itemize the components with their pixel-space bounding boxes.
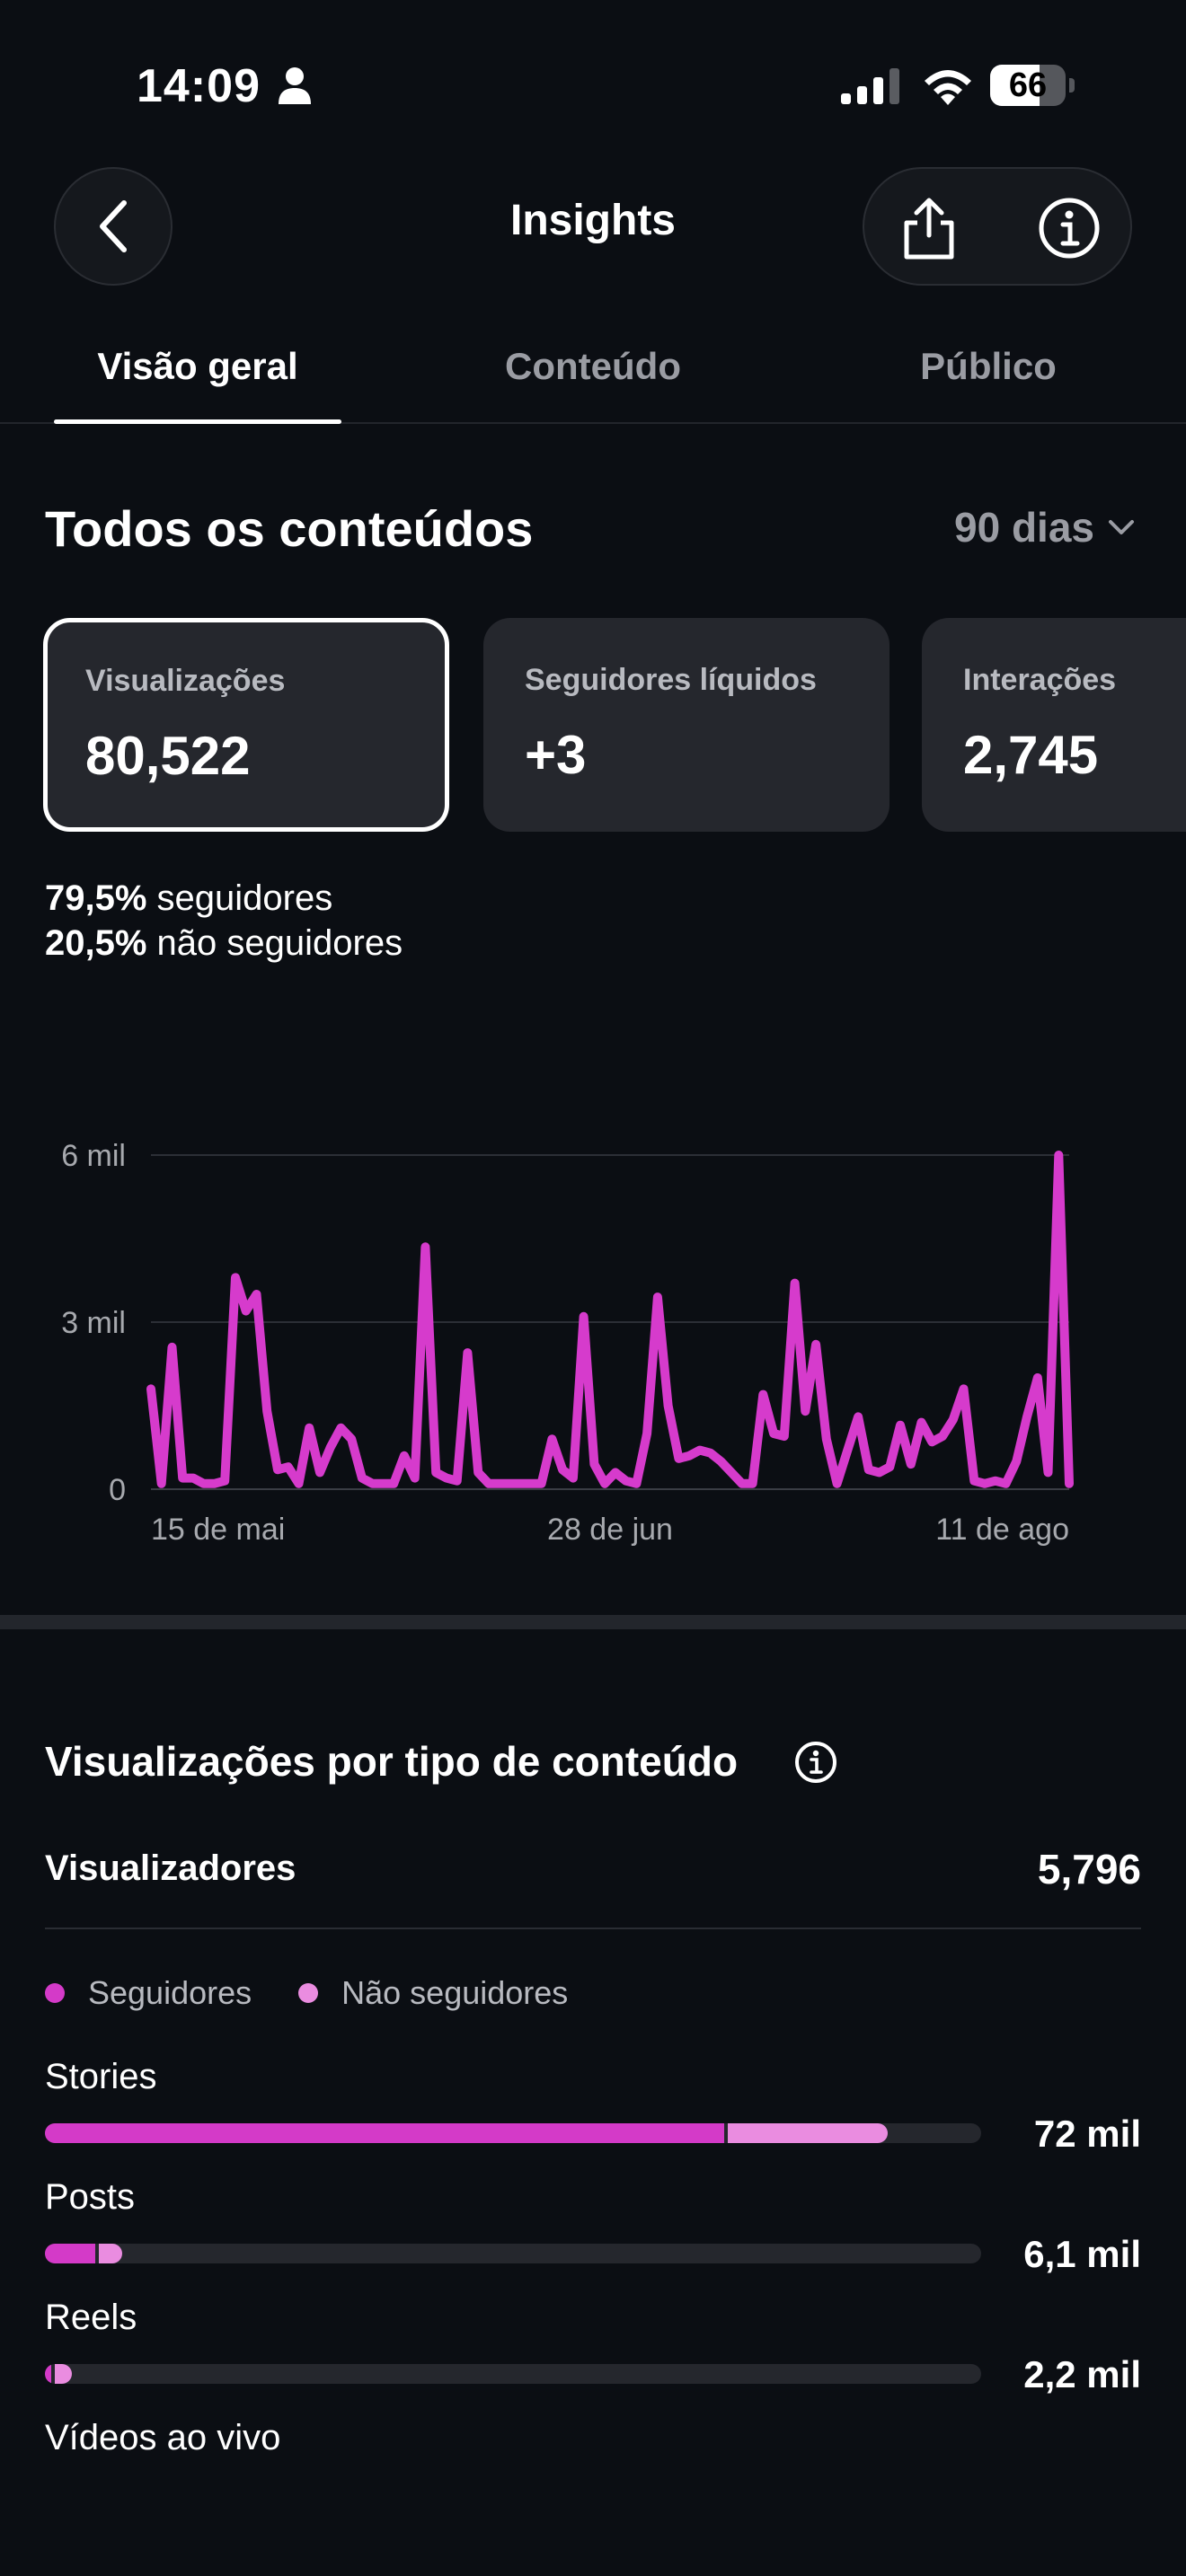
metric-card-value: 80,522	[85, 726, 251, 786]
content-row-bar-posts	[45, 2244, 981, 2263]
metric-card-net-followers[interactable]: Seguidores líquidos +3	[483, 618, 890, 832]
battery-body: 66	[990, 65, 1066, 106]
y-tick-label: 3 mil	[61, 1306, 126, 1340]
content-row-value-reels: 2,2 mil	[1023, 2353, 1141, 2395]
non-followers-label: não seguidores	[156, 923, 403, 963]
chevron-left-icon	[100, 200, 127, 252]
legend-label: Seguidores	[88, 1974, 252, 2011]
cellular-signal-icon	[841, 68, 899, 104]
content-row-bar-reels	[45, 2364, 981, 2384]
non-followers-share: 20,5% não seguidores	[45, 923, 403, 964]
info-button[interactable]	[1031, 190, 1107, 266]
bar-segment-non-followers	[728, 2123, 888, 2143]
y-tick-label: 6 mil	[61, 1139, 126, 1173]
x-tick-label: 28 de jun	[547, 1513, 673, 1547]
metric-card-interactions[interactable]: Interações 2,745	[922, 618, 1186, 832]
metric-card-label: Seguidores líquidos	[525, 663, 817, 697]
page-title: Insights	[509, 197, 676, 244]
followers-label: seguidores	[156, 878, 333, 918]
non-followers-percent: 20,5%	[45, 923, 147, 963]
metric-card-value: +3	[525, 725, 587, 785]
share-button[interactable]	[891, 190, 967, 266]
metric-card-value: 2,745	[963, 725, 1099, 785]
metric-card-views[interactable]: Visualizações 80,522	[43, 618, 449, 832]
chevron-down-icon	[1109, 520, 1134, 534]
tab-content[interactable]: Conteúdo	[505, 345, 681, 387]
battery-indicator: 66	[990, 65, 1075, 106]
tab-bar: Visão geral Conteúdo Público	[0, 332, 1186, 424]
back-button[interactable]	[54, 167, 173, 286]
x-tick-label: 11 de ago	[935, 1513, 1069, 1547]
battery-fill	[990, 65, 1040, 106]
battery-tip	[1069, 78, 1075, 93]
bar-segment-followers	[45, 2244, 96, 2263]
content-row-value-stories: 72 mil	[1033, 2113, 1141, 2155]
content-row-label-posts: Posts	[45, 2177, 136, 2217]
header-actions	[863, 167, 1132, 286]
viewers-value: 5,796	[1037, 1846, 1141, 1892]
content-type-title: Visualizações por tipo de conteúdo	[45, 1738, 739, 1785]
legend-dot-followers	[45, 1983, 65, 2003]
status-time: 14:09	[137, 60, 261, 112]
bar-segment-followers	[45, 2123, 725, 2143]
content-row-bar-stories	[45, 2123, 981, 2143]
chart-legend: Seguidores Não seguidores	[45, 1974, 615, 2012]
info-icon	[1039, 198, 1100, 259]
share-icon	[904, 198, 954, 260]
date-range-dropdown[interactable]: 90 dias	[954, 503, 1136, 551]
section-title: Todos os conteúdos	[45, 500, 534, 557]
date-range-label: 90 dias	[954, 504, 1094, 551]
followers-percent: 79,5%	[45, 878, 147, 918]
person-icon	[279, 67, 311, 104]
metric-card-label: Interações	[963, 663, 1117, 697]
legend-item-followers: Seguidores	[45, 1974, 252, 2012]
y-tick-label: 0	[109, 1473, 126, 1507]
content-row-label-stories: Stories	[45, 2057, 157, 2096]
section-divider	[0, 1615, 1186, 1629]
followers-share: 79,5% seguidores	[45, 878, 332, 919]
bar-segment-followers	[45, 2364, 52, 2384]
legend-label: Não seguidores	[341, 1974, 569, 2011]
wifi-icon	[925, 70, 971, 105]
x-tick-label: 15 de mai	[151, 1513, 285, 1547]
metric-card-label: Visualizações	[85, 664, 286, 698]
content-row-label-live: Vídeos ao vivo	[45, 2418, 281, 2457]
status-bar: 14:09 66	[0, 0, 1186, 171]
tab-audience[interactable]: Público	[920, 345, 1057, 387]
legend-item-non-followers: Não seguidores	[298, 1974, 568, 2012]
legend-dot-non-followers	[298, 1983, 319, 2003]
views-line-chart: 0 3 mil 6 mil 15 de mai 28 de jun 11 de ago	[61, 1139, 1074, 1547]
series-line-views	[146, 1151, 1074, 1488]
bar-segment-non-followers	[99, 2244, 123, 2263]
info-icon[interactable]	[794, 1741, 837, 1784]
active-tab-indicator	[54, 419, 341, 424]
viewers-label: Visualizadores	[45, 1848, 296, 1888]
divider	[45, 1928, 1141, 1929]
battery-level-label: 66	[1008, 66, 1048, 104]
content-row-value-posts: 6,1 mil	[1023, 2233, 1141, 2275]
bar-segment-non-followers	[55, 2364, 73, 2384]
tab-overview[interactable]: Visão geral	[97, 345, 298, 387]
content-row-label-reels: Reels	[45, 2298, 137, 2337]
